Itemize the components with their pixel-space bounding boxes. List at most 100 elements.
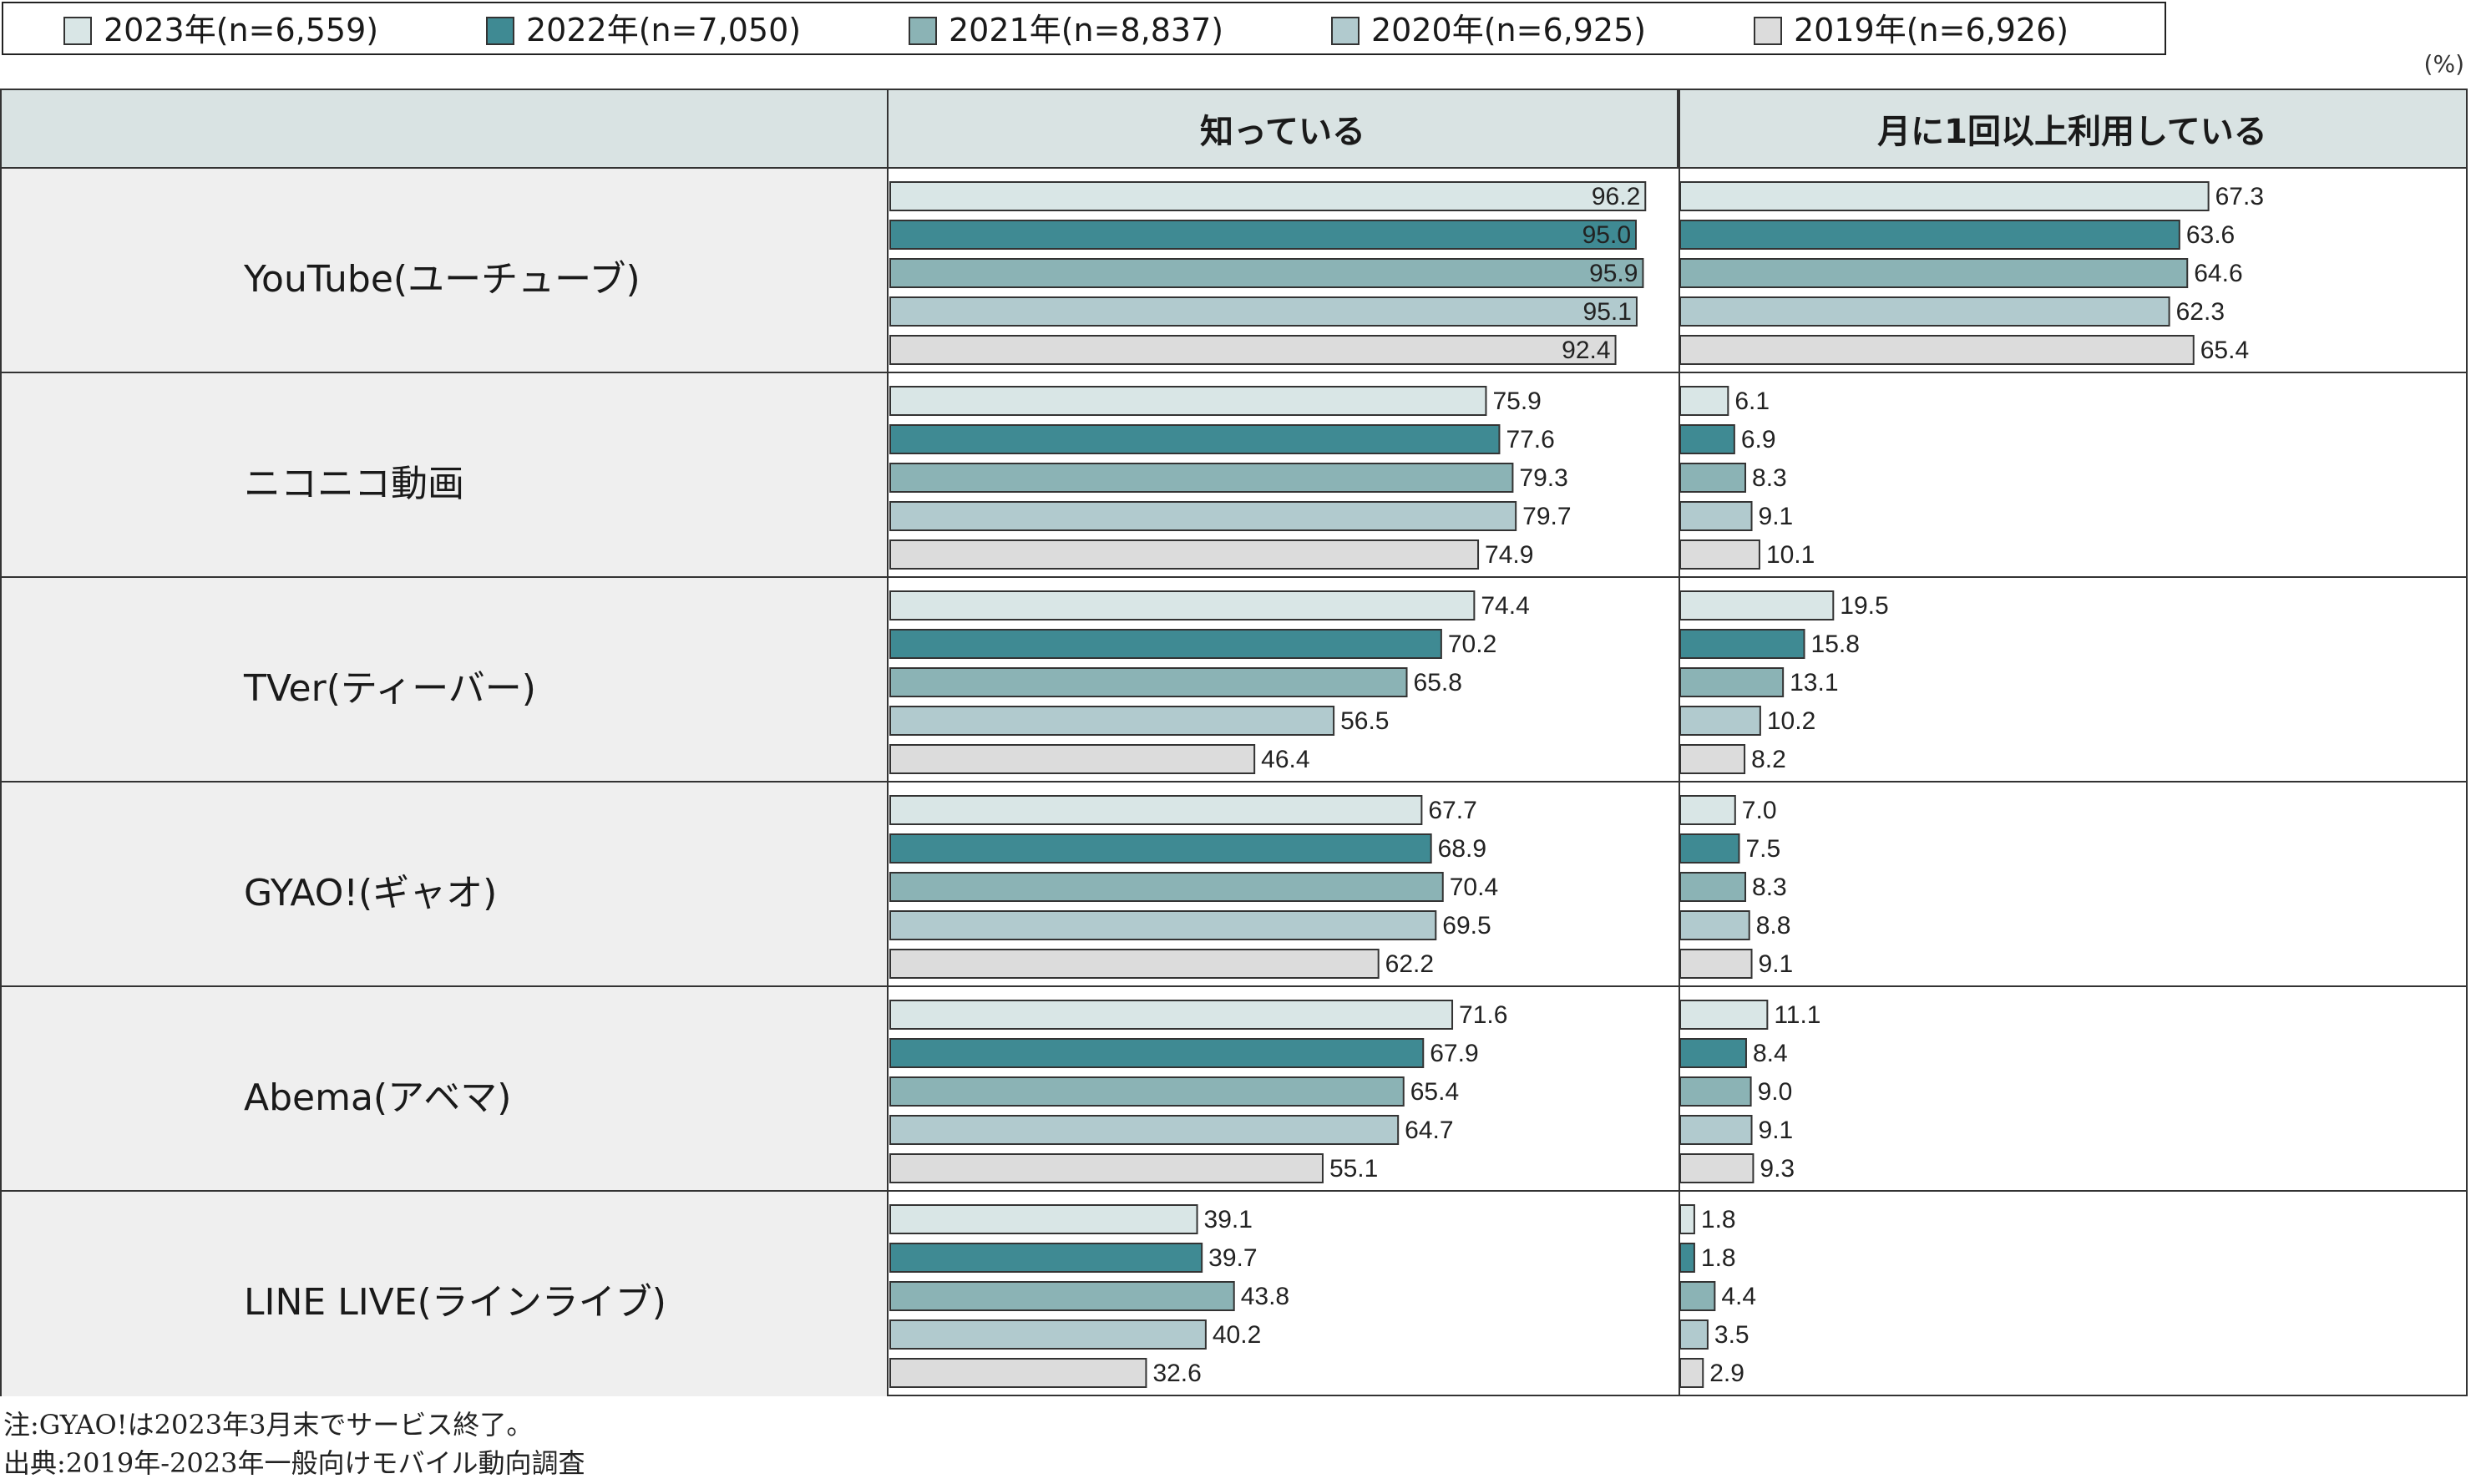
bar-monthly-use-4-3 (1679, 1115, 1753, 1145)
row-label-cell: Abema(アベマ) (2, 987, 889, 1192)
bar-value-label: 95.9 (1589, 260, 1638, 287)
bar-aware-1-3 (889, 501, 1517, 531)
bar-value-label: 10.2 (1767, 707, 1815, 735)
row-label-cell: ニコニコ動画 (2, 373, 889, 578)
bar-value-label: 77.6 (1506, 426, 1554, 453)
bar-aware-5-3 (889, 1319, 1207, 1350)
bar-value-label: 46.4 (1261, 746, 1309, 773)
bar-monthly-use-2-4 (1679, 744, 1746, 774)
bar-value-label: 13.1 (1790, 669, 1838, 696)
bar-monthly-use-2-0 (1679, 590, 1835, 620)
row-label-cell: TVer(ティーバー) (2, 578, 889, 783)
bar-monthly-use-2-2 (1679, 667, 1785, 697)
bar-value-label: 8.4 (1753, 1040, 1788, 1067)
bar-monthly-use-3-2 (1679, 872, 1747, 902)
legend-label-2020: 2020年(n=6,925) (1371, 12, 1647, 48)
bar-value-label: 1.8 (1701, 1244, 1736, 1272)
bar-value-label: 64.6 (2194, 260, 2242, 287)
bar-monthly-use-1-4 (1679, 539, 1760, 570)
bar-value-label: 4.4 (1721, 1283, 1756, 1310)
bar-value-label: 2.9 (1709, 1360, 1744, 1387)
bar-aware-3-2 (889, 872, 1444, 902)
bar-monthly-use-5-4 (1679, 1358, 1704, 1388)
bar-monthly-use-2-3 (1679, 706, 1761, 736)
bar-aware-4-1 (889, 1038, 1425, 1068)
bar-monthly-use-5-0 (1679, 1204, 1695, 1234)
row-label-cell: YouTube(ユーチューブ) (2, 169, 889, 373)
bar-value-label: 96.2 (1592, 183, 1640, 210)
column-divider (1679, 90, 1680, 1395)
category-label: LINE LIVE(ラインライブ) (244, 1281, 666, 1324)
bar-monthly-use-1-3 (1679, 501, 1753, 531)
bar-monthly-use-3-3 (1679, 910, 1750, 940)
bar-aware-2-0 (889, 590, 1476, 620)
chart-legend: 2023年(n=6,559) 2022年(n=7,050) 2021年(n=8,… (2, 2, 2166, 55)
bar-monthly-use-1-1 (1679, 424, 1735, 454)
bar-aware-3-3 (889, 910, 1437, 940)
category-label: YouTube(ユーチューブ) (244, 258, 641, 301)
bar-aware-0-4 (889, 335, 1617, 365)
bar-monthly-use-0-1 (1679, 220, 2180, 250)
bar-value-label: 70.4 (1450, 874, 1498, 901)
bar-value-label: 7.0 (1742, 797, 1777, 824)
bar-value-label: 63.6 (2186, 221, 2235, 249)
bar-value-label: 7.5 (1746, 835, 1781, 863)
legend-swatch-2022 (486, 17, 514, 45)
bar-value-label: 62.2 (1385, 950, 1434, 978)
bar-aware-4-2 (889, 1076, 1405, 1107)
bar-value-label: 15.8 (1811, 631, 1860, 658)
bar-aware-1-0 (889, 386, 1487, 416)
bar-aware-2-4 (889, 744, 1256, 774)
column-header-aware: 知っている (889, 90, 1679, 169)
bar-value-label: 95.1 (1583, 298, 1632, 326)
bar-value-label: 32.6 (1152, 1360, 1201, 1387)
bar-monthly-use-4-0 (1679, 1000, 1769, 1030)
bar-value-label: 3.5 (1714, 1321, 1749, 1349)
bar-aware-3-0 (889, 795, 1423, 825)
bar-aware-4-3 (889, 1115, 1400, 1145)
legend-label-2022: 2022年(n=7,050) (526, 12, 802, 48)
row-divider (889, 781, 2466, 783)
bar-value-label: 68.9 (1438, 835, 1486, 863)
legend-label-2021: 2021年(n=8,837) (949, 12, 1224, 48)
legend-label-2023: 2023年(n=6,559) (104, 12, 379, 48)
bar-monthly-use-5-1 (1679, 1243, 1695, 1273)
bar-aware-1-1 (889, 424, 1501, 454)
bar-aware-1-4 (889, 539, 1480, 570)
bar-value-label: 8.3 (1752, 464, 1787, 492)
bar-value-label: 39.1 (1204, 1206, 1253, 1233)
note-line: 注:GYAO!は2023年3月末でサービス終了。 (3, 1409, 534, 1441)
bar-aware-3-4 (889, 949, 1380, 979)
bar-monthly-use-5-3 (1679, 1319, 1709, 1350)
bar-value-label: 71.6 (1459, 1001, 1507, 1029)
bar-value-label: 9.3 (1760, 1155, 1795, 1183)
bar-monthly-use-0-4 (1679, 335, 2195, 365)
bar-value-label: 75.9 (1492, 387, 1541, 415)
bar-value-label: 92.4 (1562, 337, 1610, 364)
unit-label: (%) (2423, 50, 2464, 78)
bar-aware-5-0 (889, 1204, 1198, 1234)
column-header-monthly-use: 月に1回以上利用している (1679, 90, 2466, 169)
bar-value-label: 19.5 (1840, 592, 1888, 620)
row-label-cell: LINE LIVE(ラインライブ) (2, 1192, 889, 1396)
bar-monthly-use-3-1 (1679, 833, 1740, 864)
bar-aware-5-1 (889, 1243, 1203, 1273)
bar-monthly-use-4-4 (1679, 1153, 1755, 1183)
bar-value-label: 67.7 (1428, 797, 1476, 824)
bar-value-label: 67.9 (1430, 1040, 1478, 1067)
category-label: ニコニコ動画 (244, 463, 464, 505)
bar-value-label: 10.1 (1766, 541, 1815, 569)
bar-chart-canvas: 96.2 75.9 74.4 67.7 71.6 39.1 95.0 77.6 70.2 68.9… (889, 181, 2264, 1388)
bar-value-label: 1.8 (1701, 1206, 1736, 1233)
row-divider (889, 985, 2466, 987)
bar-value-label: 65.4 (1410, 1078, 1459, 1106)
bar-value-label: 65.8 (1414, 669, 1462, 696)
row-divider (889, 372, 2466, 373)
header-blank-cell (2, 90, 889, 169)
bar-value-label: 69.5 (1442, 912, 1491, 940)
bar-value-label: 39.7 (1208, 1244, 1257, 1272)
bar-monthly-use-3-4 (1679, 949, 1753, 979)
bar-aware-0-1 (889, 220, 1637, 250)
bar-monthly-use-4-1 (1679, 1038, 1747, 1068)
bar-value-label: 64.7 (1405, 1117, 1453, 1144)
